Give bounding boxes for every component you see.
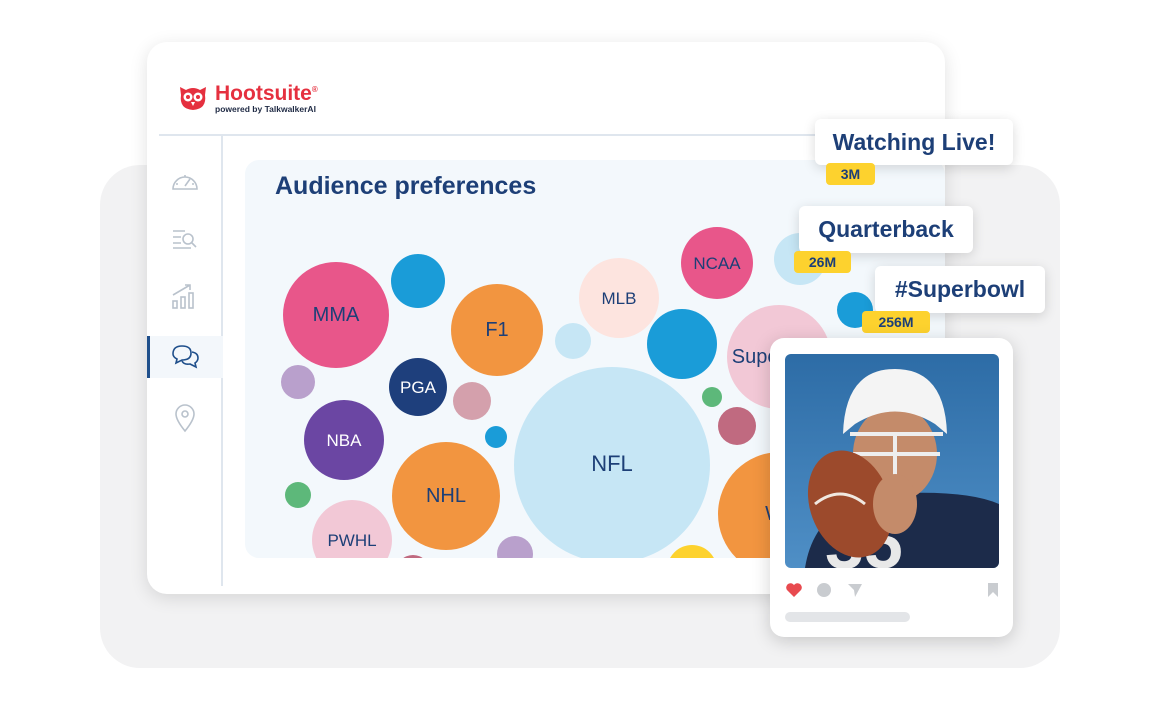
callout-superbowl: #Superbowl: [875, 266, 1045, 313]
bubble-nba: [304, 400, 384, 480]
post-photo-quarterback: 35: [785, 354, 999, 568]
brand-name: Hootsuite: [215, 82, 312, 105]
callout-count: 256M: [862, 311, 930, 333]
bubble-ncaa: [681, 227, 753, 299]
bubble: [718, 407, 756, 445]
panel-title: Audience preferences: [275, 172, 537, 200]
search-list-icon: [173, 230, 197, 249]
hootsuite-logo: Hootsuite® powered by TalkwalkerAI: [177, 80, 318, 114]
heart-icon[interactable]: [785, 582, 803, 598]
bubble-chart: MMAF1MLBNCAASuperbowlPGANBANFLNHLPWHLWo: [281, 227, 873, 558]
bubble-label: F1: [485, 319, 508, 341]
bubble-label: NBA: [327, 431, 363, 450]
sidebar-item-search[interactable]: [169, 222, 201, 254]
comment-icon[interactable]: [816, 582, 832, 598]
callout-count: 3M: [826, 163, 875, 185]
post-actions: [785, 582, 999, 600]
callout-count: 26M: [794, 251, 851, 273]
bubble-label: MMA: [313, 304, 360, 326]
bubble: [555, 323, 591, 359]
bubble-mlb: [579, 258, 659, 338]
owl-logo-icon: [180, 87, 206, 110]
bubble: [391, 254, 445, 308]
share-icon[interactable]: [847, 582, 863, 598]
active-nav-indicator: [147, 336, 223, 378]
bubble-label: PGA: [400, 378, 437, 397]
bubble: [285, 482, 311, 508]
bubble-label: NHL: [426, 485, 466, 507]
social-post-card: 35: [770, 338, 1013, 637]
bubble-label: NFL: [591, 451, 633, 476]
bubble: [647, 309, 717, 379]
bubble-label: NCAA: [693, 254, 741, 273]
sidebar-item-locations[interactable]: [169, 402, 201, 434]
registered-mark: ®: [311, 85, 318, 94]
bubble-label: MLB: [602, 289, 637, 308]
sidebar-item-conversations[interactable]: [169, 340, 201, 372]
callout-label: Quarterback: [818, 216, 954, 242]
location-pin-icon: [175, 404, 195, 433]
bookmark-icon[interactable]: [987, 582, 999, 598]
bubble-label: PWHL: [327, 531, 376, 550]
sidebar-item-dashboard[interactable]: [169, 165, 201, 197]
chat-bubbles-icon: [172, 345, 199, 369]
bubble-pga: [389, 358, 447, 416]
caption-placeholder: [785, 612, 910, 622]
bubble: [497, 536, 533, 558]
analytics-chart-icon: [172, 284, 194, 309]
bubble-mma: [283, 262, 389, 368]
sidebar-item-analytics[interactable]: [169, 280, 201, 312]
app-window: Hootsuite® powered by TalkwalkerAI MMA F1…: [147, 42, 945, 594]
bubble: [281, 365, 315, 399]
bubble: [485, 426, 507, 448]
bubble: [403, 555, 423, 558]
callout-quarterback: Quarterback: [799, 206, 973, 253]
callout-label: #Superbowl: [894, 276, 1026, 302]
brand-tagline: powered by TalkwalkerAI: [215, 104, 316, 114]
callout-label: Watching Live!: [832, 128, 996, 155]
dashboard-gauge-icon: [172, 175, 198, 190]
bubble-nfl: [514, 367, 710, 558]
bubble-f1: [451, 284, 543, 376]
header-divider: [159, 134, 945, 136]
bubble: [453, 382, 491, 420]
bubble-nhl: [392, 442, 500, 550]
callout-watching-live: Watching Live!: [815, 119, 1013, 165]
bubble: [702, 387, 722, 407]
bubble: [670, 545, 714, 558]
bubble-pwhl: [312, 500, 392, 558]
